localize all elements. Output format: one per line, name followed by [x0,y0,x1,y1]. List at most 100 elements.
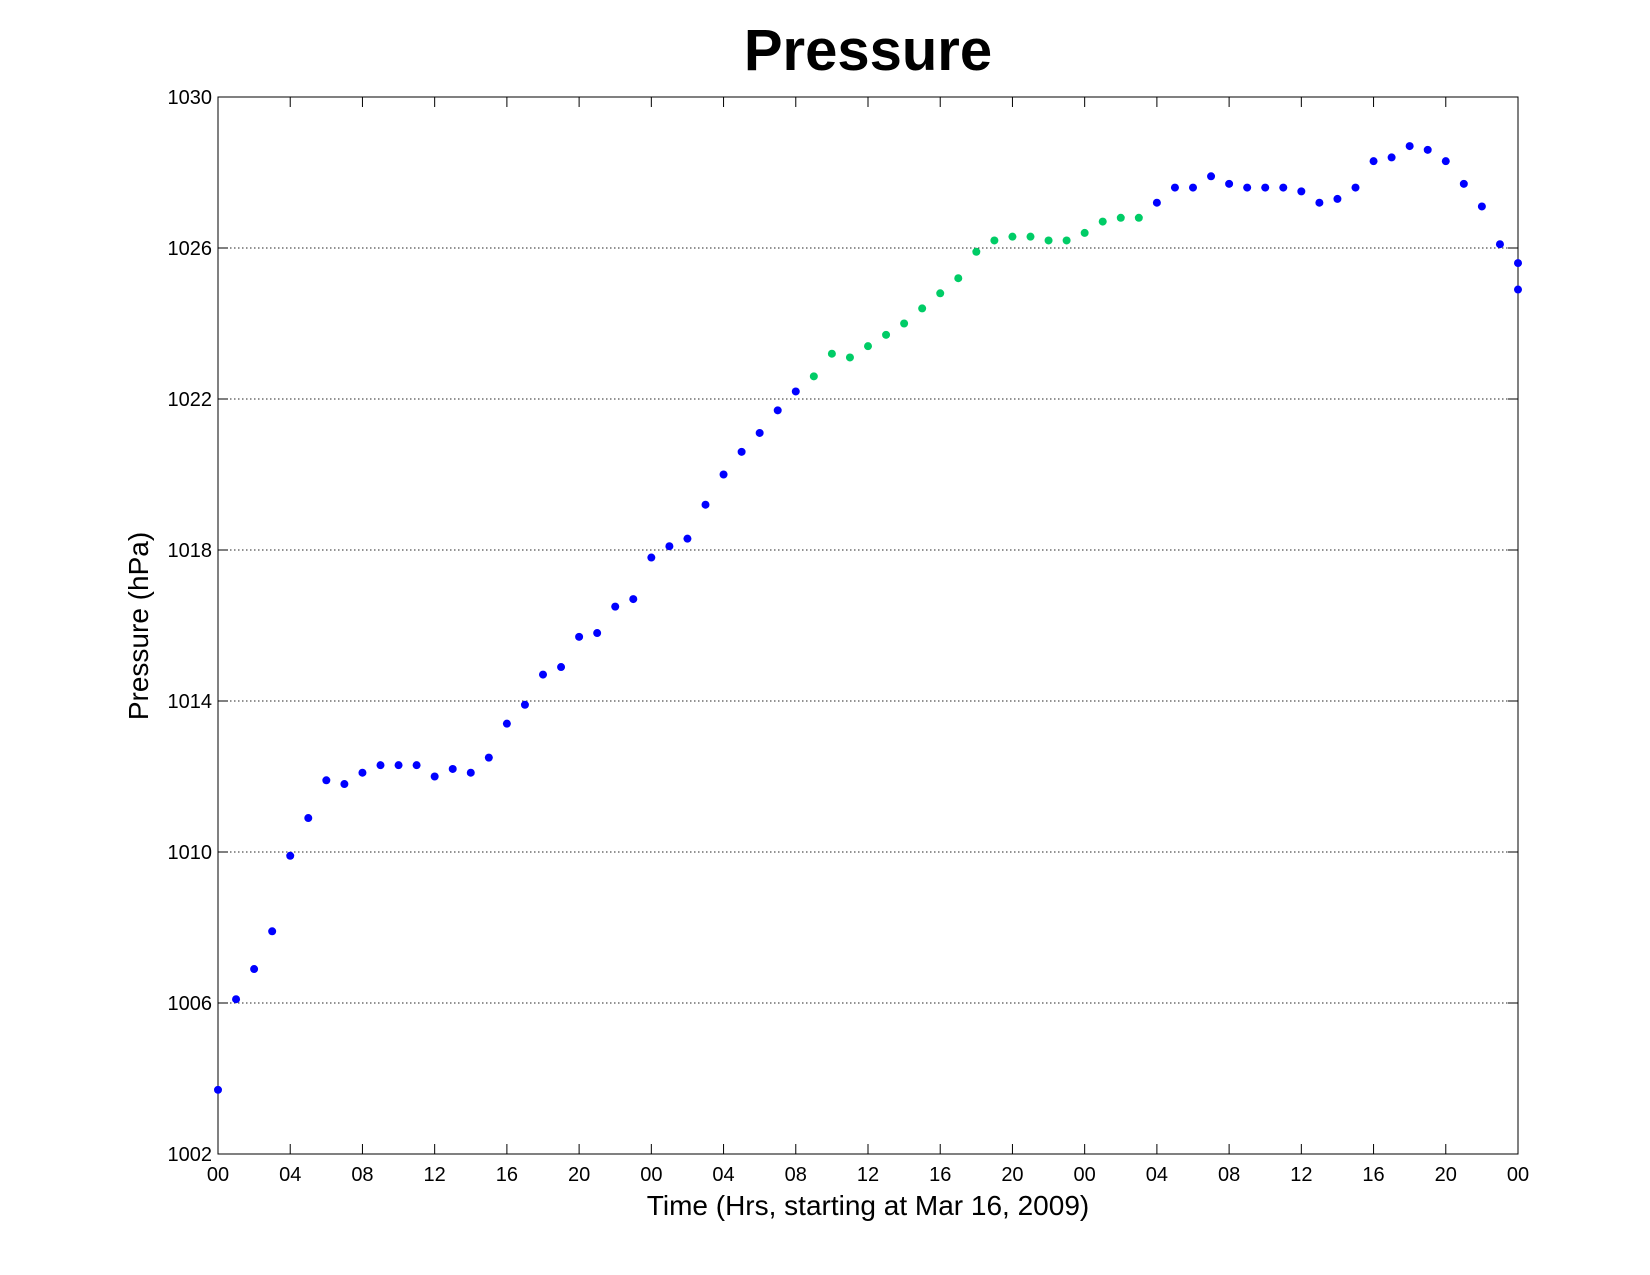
data-point [1243,183,1252,192]
data-point [1514,259,1522,268]
data-point [972,247,981,256]
data-point [1008,232,1017,241]
data-point [791,387,800,396]
y-tick-label: 1010 [168,842,213,864]
data-point [304,814,313,823]
data-point [1170,183,1179,192]
points-layer [214,142,1522,1094]
y-tick-label: 1022 [168,389,213,411]
data-point [1477,202,1486,211]
data-point [1261,183,1270,192]
data-point [1459,179,1468,188]
data-point [1207,172,1216,181]
x-tick-label: 08 [1218,1164,1240,1186]
grid-layer [218,247,1518,1004]
x-tick-label: 20 [568,1164,590,1186]
data-point [900,319,909,328]
data-point [1333,194,1342,203]
x-tick-label: 20 [1001,1164,1023,1186]
data-point [557,663,566,672]
y-tick-label: 1006 [168,993,213,1015]
x-tick-label: 00 [640,1164,662,1186]
x-tick-label: 00 [1507,1164,1529,1186]
data-point [990,236,999,245]
data-point [918,304,927,313]
y-tick-label: 1002 [168,1144,213,1166]
data-point [340,780,349,789]
x-tick-label: 00 [207,1164,229,1186]
y-tick-label: 1030 [168,87,213,109]
data-point [268,927,277,936]
x-tick-label: 16 [929,1164,951,1186]
x-tick-label: 20 [1435,1164,1457,1186]
data-point [954,274,963,283]
data-point [232,995,241,1004]
data-point [1116,213,1125,222]
x-tick-label: 12 [1290,1164,1312,1186]
data-point [1080,228,1089,237]
data-point [629,595,638,604]
data-point [412,761,421,770]
x-tick-label: 04 [712,1164,734,1186]
tick-layer: 1002 1006 1010 1014 1018 1022 1026 1030 00 04 08 12… [168,87,1530,1186]
data-point [719,470,728,479]
data-point [1297,187,1306,196]
data-point [936,289,945,298]
x-tick-label: 00 [1074,1164,1096,1186]
data-point [737,447,746,456]
data-point [1279,183,1288,192]
data-point [773,406,782,415]
data-point [250,965,259,974]
data-point [1062,236,1071,245]
data-point [575,632,584,641]
data-point [1441,157,1450,166]
x-tick-label: 04 [1146,1164,1168,1186]
data-point [322,776,331,785]
data-point [1495,240,1504,249]
data-point [1423,145,1432,154]
data-point [1514,285,1522,294]
data-point [1405,142,1414,151]
data-point [1387,153,1396,162]
data-point [286,851,295,860]
data-point [1225,179,1234,188]
data-point [1351,183,1360,192]
data-point [1369,157,1378,166]
y-tick-label: 1026 [168,238,213,260]
data-point [448,764,457,773]
y-tick-label: 1018 [168,540,213,562]
data-point [755,428,764,437]
x-tick-label: 08 [351,1164,373,1186]
data-point [1152,198,1161,207]
x-tick-label: 04 [279,1164,301,1186]
data-point [1134,213,1143,222]
data-point [520,700,529,709]
data-point [376,761,385,770]
data-point [1098,217,1107,226]
x-tick-label: 08 [785,1164,807,1186]
data-point [1189,183,1197,192]
data-point [845,353,854,362]
data-point [502,719,511,728]
data-point [701,500,710,509]
data-point [683,534,692,543]
data-point [1044,236,1053,245]
data-point [539,670,547,679]
data-point [214,1085,222,1094]
data-point [358,768,367,777]
plot-frame [217,96,1519,1155]
data-point [665,542,674,551]
data-point [484,753,493,762]
x-tick-label: 16 [496,1164,518,1186]
data-point [466,768,475,777]
data-point [1315,198,1324,207]
data-point [394,761,403,770]
data-point [1026,232,1035,241]
data-point [882,330,891,339]
data-point [430,772,439,781]
data-point [593,629,602,638]
x-axis-label: Time (Hrs, starting at Mar 16, 2009) [647,1190,1089,1221]
y-axis-label: Pressure (hPa) [123,532,154,720]
x-tick-label: 12 [424,1164,446,1186]
